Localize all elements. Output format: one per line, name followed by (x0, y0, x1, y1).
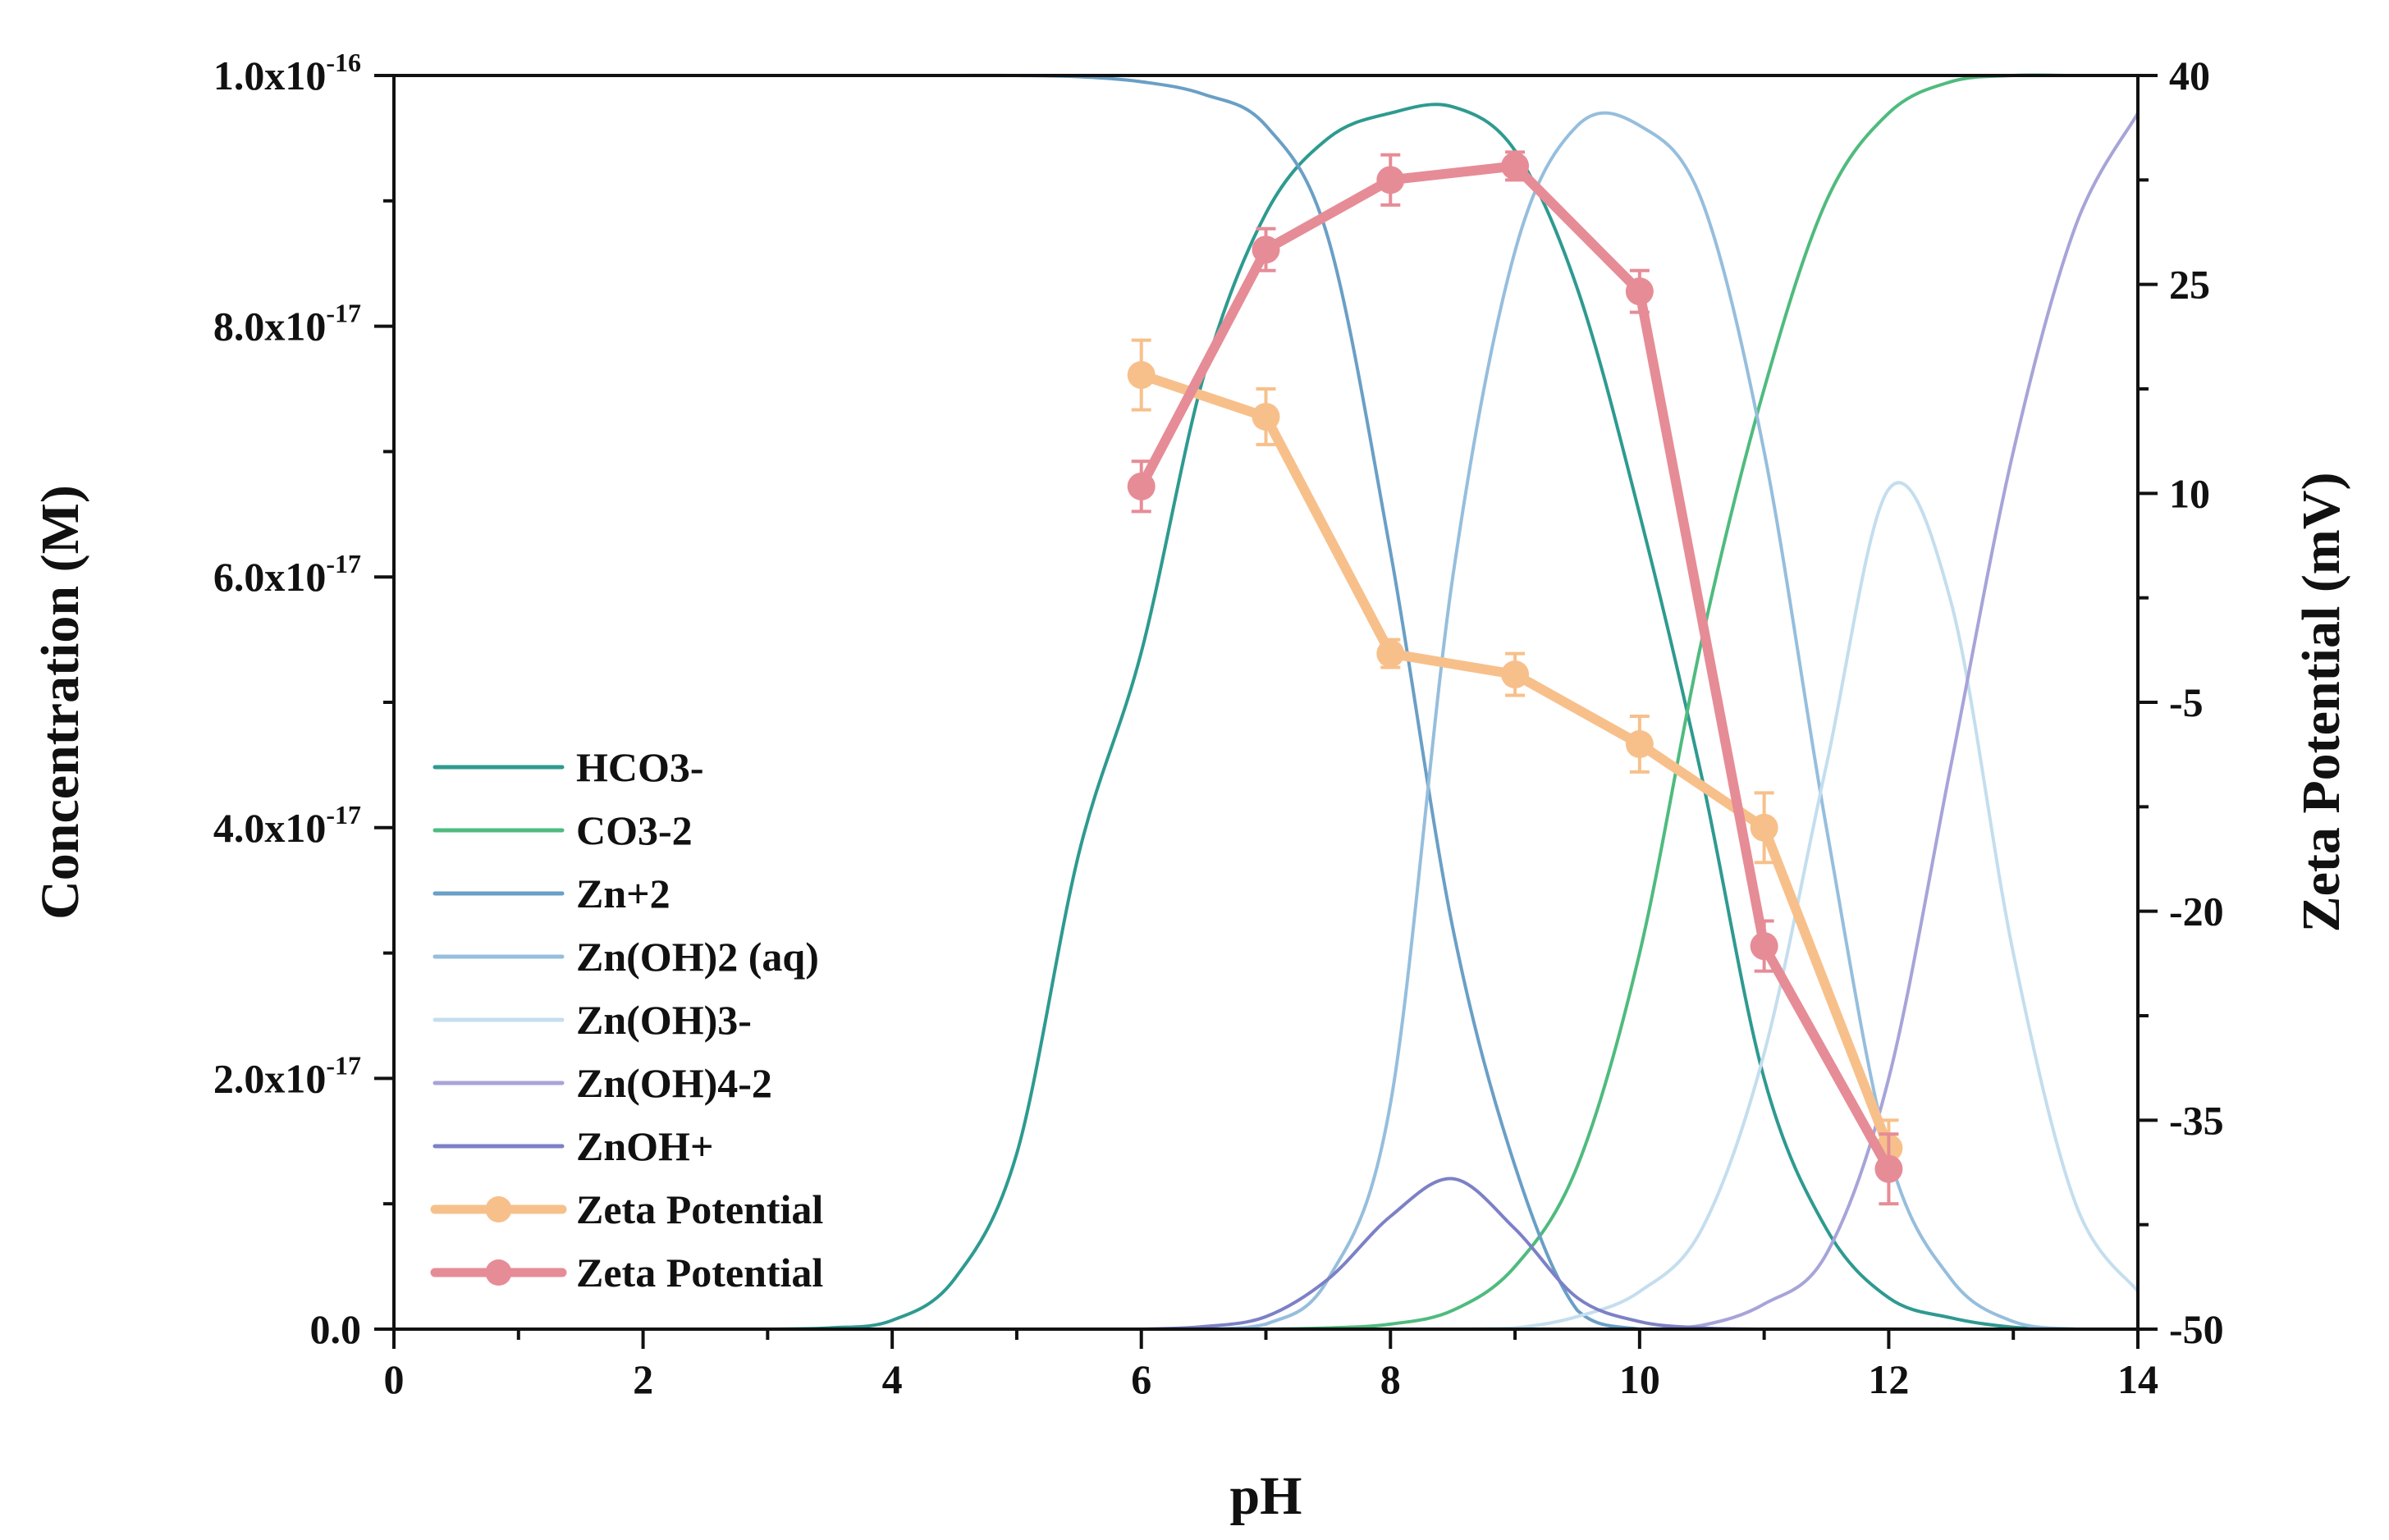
x-tick-label: 12 (1868, 1356, 1909, 1402)
legend-item: Zn(OH)4-2 (432, 1060, 772, 1106)
x-tick-label: 10 (1619, 1356, 1660, 1402)
legend-label: Zn+2 (576, 871, 670, 916)
zeta-7-point (1501, 660, 1530, 689)
zeta-7-point (1252, 402, 1280, 431)
zeta-potential-series-8 (1127, 150, 1903, 1206)
legend-item: Zn(OH)2 (aq) (432, 934, 819, 980)
legend-item: Zn+2 (432, 871, 670, 916)
legend-item: CO3-2 (432, 807, 693, 853)
zeta-8-point (1750, 932, 1778, 961)
zeta-8-point (1874, 1154, 1903, 1183)
legend-item: ZnOH+ (432, 1123, 713, 1169)
legend-label: Zeta Potential (576, 1186, 823, 1232)
y2-tick-label: -20 (2169, 889, 2224, 935)
zeta-7-point (1750, 813, 1778, 842)
x-tick-label: 14 (2117, 1356, 2158, 1402)
y2-axis-title: Zeta Potential (mV) (2291, 473, 2351, 933)
x-tick-label: 2 (633, 1356, 653, 1402)
y2-tick-label: 25 (2169, 262, 2210, 308)
legend-item: Zeta Potential (430, 1186, 823, 1232)
y2-tick-label: -50 (2169, 1306, 2224, 1352)
y-tick-label: 8.0x10-17 (213, 299, 361, 350)
legend-label: HCO3- (576, 744, 704, 790)
zeta-potential-series-7 (1127, 338, 1903, 1178)
legend-label: Zn(OH)4-2 (576, 1060, 772, 1106)
legend-label: Zn(OH)2 (aq) (576, 934, 819, 980)
zeta-8-point (1127, 472, 1156, 500)
legend-marker (485, 1196, 512, 1222)
legend-item: Zeta Potential (430, 1250, 823, 1296)
y-tick-label: 6.0x10-17 (213, 549, 361, 600)
zeta-series-layer (1127, 150, 1903, 1206)
legend-label: ZnOH+ (576, 1123, 713, 1169)
legend-item: Zn(OH)3- (432, 997, 752, 1043)
legend: HCO3- CO3-2 Zn+2 Zn(OH)2 (aq) Zn(OH)3- Zn(OH)… (430, 744, 823, 1296)
zeta-7-point (1376, 639, 1405, 668)
zeta-7-point (1127, 361, 1156, 390)
zeta-7-point (1625, 729, 1654, 758)
y-axis-title: Concentration (M) (30, 485, 90, 920)
legend-marker (485, 1259, 512, 1286)
y-tick-label: 0.0 (310, 1306, 362, 1352)
legend-label: Zn(OH)3- (576, 997, 752, 1043)
y2-tick-label: 40 (2169, 53, 2210, 98)
y2-tick-label: -35 (2169, 1097, 2224, 1143)
legend-item: HCO3- (432, 744, 704, 790)
x-tick-label: 0 (384, 1356, 405, 1402)
x-axis-title: pH (1229, 1466, 1302, 1526)
x-tick-label: 4 (882, 1356, 903, 1402)
x-tick-label: 8 (1380, 1356, 1401, 1402)
legend-label: Zeta Potential (576, 1250, 823, 1296)
zeta-8-point (1501, 152, 1530, 181)
zeta-8-point (1252, 235, 1280, 264)
legend-label: CO3-2 (576, 807, 693, 853)
zeta-8-point (1625, 277, 1654, 306)
x-tick-label: 6 (1131, 1356, 1151, 1402)
zeta-8-point (1376, 166, 1405, 194)
y2-tick-label: 10 (2169, 470, 2210, 516)
y2-tick-label: -5 (2169, 679, 2204, 725)
